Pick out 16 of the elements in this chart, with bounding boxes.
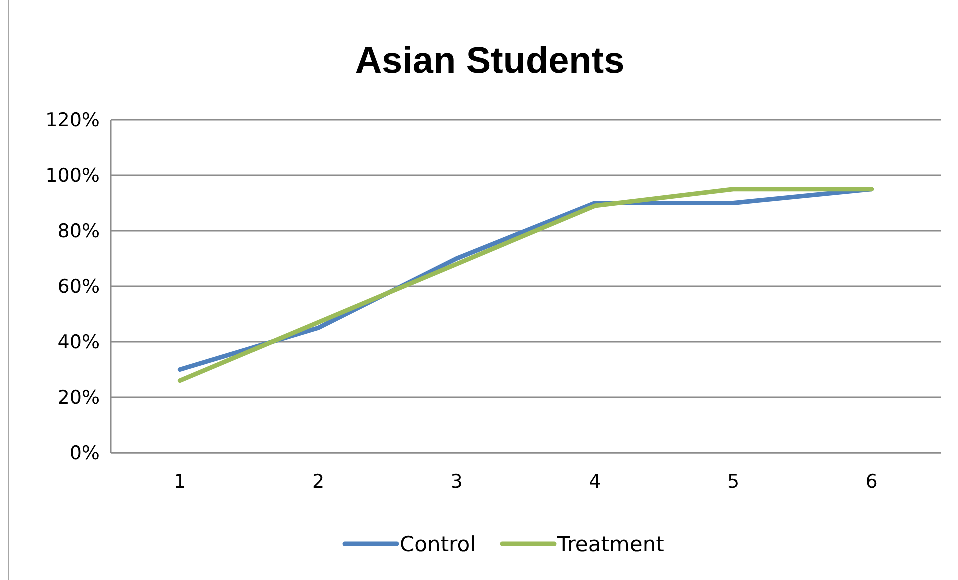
x-tick-label: 3 — [450, 471, 463, 493]
x-tick-label: 1 — [174, 471, 186, 493]
x-tick-label: 2 — [312, 471, 325, 493]
y-tick-label: 80% — [58, 220, 100, 243]
legend-label: Treatment — [556, 532, 664, 556]
x-tick-label: 5 — [727, 471, 740, 493]
y-tick-label: 0% — [70, 442, 100, 465]
x-tick-label: 6 — [866, 471, 878, 493]
y-tick-label: 20% — [58, 387, 100, 410]
legend-label: Control — [400, 532, 476, 556]
x-tick-label: 4 — [589, 471, 602, 493]
y-tick-label: 120% — [46, 110, 100, 132]
y-tick-label: 40% — [58, 332, 100, 354]
y-tick-label: 100% — [46, 165, 100, 188]
y-tick-label: 60% — [58, 276, 100, 298]
chart-title: Asian Students — [355, 40, 625, 81]
